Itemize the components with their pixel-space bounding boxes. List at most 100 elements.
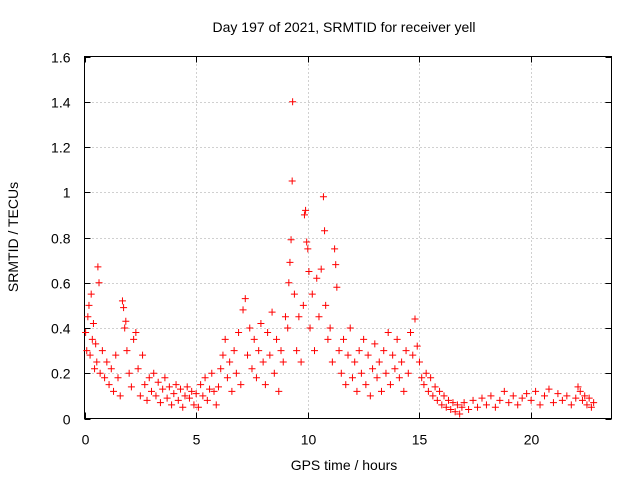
data-point <box>197 381 205 389</box>
data-point <box>375 358 383 366</box>
data-point <box>125 369 133 377</box>
data-point <box>290 290 298 298</box>
data-point <box>302 206 310 214</box>
data-point <box>252 374 260 382</box>
data-point <box>465 405 473 413</box>
data-point <box>277 347 285 355</box>
x-tick-label: 5 <box>193 432 201 448</box>
data-point <box>143 396 151 404</box>
data-point <box>273 335 281 343</box>
data-point <box>364 351 372 359</box>
data-point <box>170 390 178 398</box>
data-point <box>380 347 388 355</box>
data-point <box>587 403 595 411</box>
data-point <box>581 392 589 400</box>
data-point <box>331 245 339 253</box>
data-point <box>346 324 354 332</box>
data-point <box>206 385 214 393</box>
data-point <box>424 387 432 395</box>
data-point <box>86 351 94 359</box>
data-point <box>572 394 580 402</box>
data-point <box>232 369 240 377</box>
data-point <box>88 335 96 343</box>
data-point <box>549 399 557 407</box>
data-point <box>567 401 575 409</box>
data-point <box>139 351 147 359</box>
data-point <box>393 335 401 343</box>
data-point <box>219 351 227 359</box>
data-point <box>373 374 381 382</box>
data-point <box>268 308 276 316</box>
data-point <box>404 369 412 377</box>
data-point <box>429 392 437 400</box>
y-axis-label: SRMTID / TECUs <box>5 182 21 292</box>
data-point <box>576 387 584 395</box>
data-point <box>150 369 158 377</box>
data-point <box>382 369 390 377</box>
data-point <box>474 403 482 411</box>
data-point <box>478 394 486 402</box>
data-point <box>541 392 549 400</box>
data-point <box>120 304 128 312</box>
x-tick-label: 10 <box>301 432 317 448</box>
data-point <box>159 385 167 393</box>
data-point <box>545 385 553 393</box>
data-point <box>299 301 307 309</box>
data-point <box>293 347 301 355</box>
data-point <box>578 396 586 404</box>
y-tick-label: 1 <box>63 185 71 201</box>
data-point <box>563 392 571 400</box>
data-point <box>482 401 490 409</box>
data-point <box>377 387 385 395</box>
data-point <box>118 297 126 305</box>
data-point <box>420 381 428 389</box>
y-tick-label: 0.8 <box>51 231 71 247</box>
data-point <box>244 351 252 359</box>
data-point <box>105 381 113 389</box>
data-point <box>87 290 95 298</box>
data-point <box>289 98 297 106</box>
data-point <box>342 381 350 389</box>
data-point <box>98 347 106 355</box>
data-point <box>460 399 468 407</box>
data-point <box>328 358 336 366</box>
x-axis-label: GPS time / hours <box>291 457 398 473</box>
data-point <box>326 324 334 332</box>
data-point <box>110 387 118 395</box>
data-point <box>241 295 249 303</box>
data-point <box>590 399 598 407</box>
data-point <box>362 381 370 389</box>
data-point <box>523 390 531 398</box>
data-point <box>496 396 504 404</box>
data-point <box>453 401 461 409</box>
data-point <box>123 347 131 355</box>
data-point <box>351 358 359 366</box>
data-point <box>192 390 200 398</box>
data-point <box>451 408 459 416</box>
data-point <box>96 369 104 377</box>
data-point <box>130 335 138 343</box>
data-point <box>82 329 90 337</box>
data-point <box>177 385 185 393</box>
data-point <box>391 365 399 373</box>
data-point <box>214 383 222 391</box>
data-point <box>295 313 303 321</box>
data-point <box>199 392 207 400</box>
data-point <box>427 374 435 382</box>
data-point <box>257 319 265 327</box>
data-point <box>116 392 124 400</box>
data-point <box>83 347 91 355</box>
data-point <box>514 401 522 409</box>
grid-layer <box>84 56 612 419</box>
data-point <box>101 374 109 382</box>
data-point <box>337 369 345 377</box>
data-point <box>384 329 392 337</box>
data-point <box>235 329 243 337</box>
data-point <box>284 324 292 332</box>
data-point <box>558 396 566 404</box>
data-point <box>270 369 278 377</box>
data-point <box>433 396 441 404</box>
data-point <box>527 396 535 404</box>
data-point <box>333 283 341 291</box>
data-point <box>340 335 348 343</box>
